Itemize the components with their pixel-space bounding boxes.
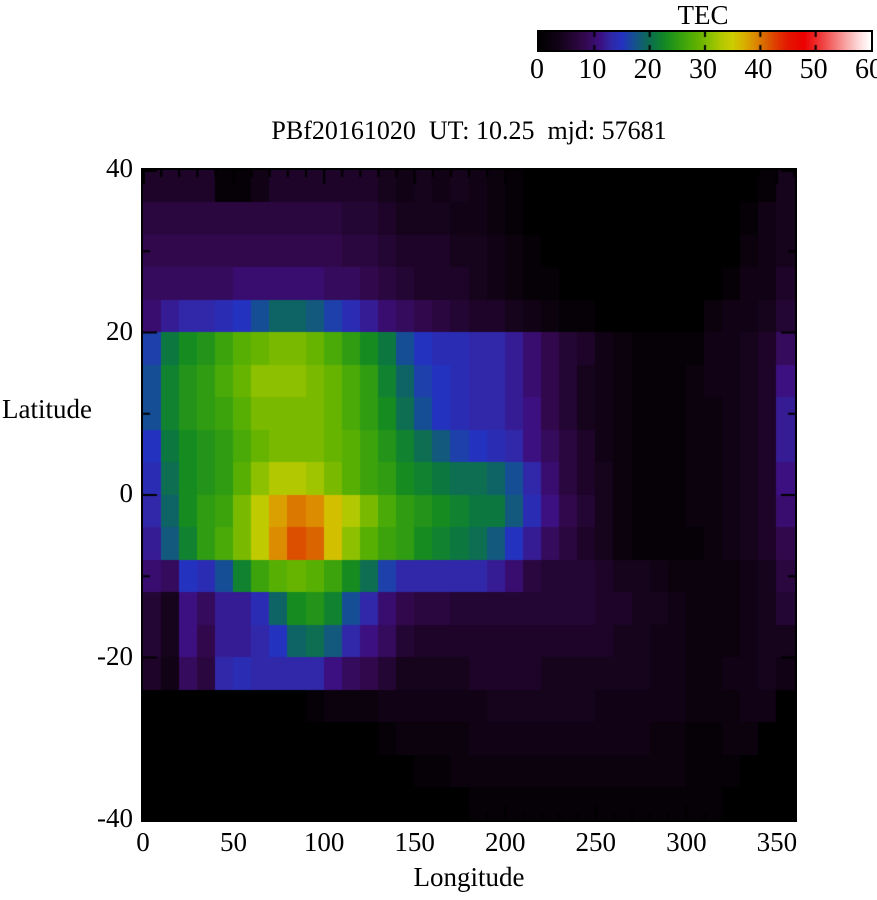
colorbar-title: TEC [677, 0, 729, 30]
colorbar [537, 30, 873, 52]
y-tick-label: -40 [97, 803, 133, 833]
tec-heatmap [141, 168, 797, 822]
x-tick-label: 50 [220, 827, 248, 857]
y-tick-label: 20 [106, 315, 133, 346]
x-tick-label: 250 [575, 827, 617, 857]
x-tick-label: 100 [303, 827, 345, 857]
colorbar-tick-label: 30 [689, 54, 717, 85]
x-tick-label: 200 [484, 827, 526, 857]
colorbar-tick-label: 40 [744, 54, 773, 85]
y-tick-label: 0 [119, 478, 134, 508]
x-tick-label: 350 [756, 827, 798, 857]
colorbar-tick-label: 60 [855, 54, 877, 85]
x-axis-label: Longitude [413, 862, 525, 892]
x-tick-label: 150 [394, 827, 435, 857]
y-tick-label: 40 [106, 153, 133, 183]
colorbar-tick-label: 50 [799, 54, 828, 85]
colorbar-tick-label: 0 [530, 54, 544, 85]
colorbar-tick-label: 10 [578, 54, 607, 85]
colorbar-tick-label: 20 [633, 54, 662, 85]
y-axis-label: Latitude [2, 394, 92, 424]
x-tick-label: 300 [666, 827, 707, 857]
plot-title: PBf20161020 UT: 10.25 mjd: 57681 [271, 116, 667, 145]
y-tick-label: -20 [97, 640, 133, 671]
x-tick-label: 0 [136, 827, 150, 857]
